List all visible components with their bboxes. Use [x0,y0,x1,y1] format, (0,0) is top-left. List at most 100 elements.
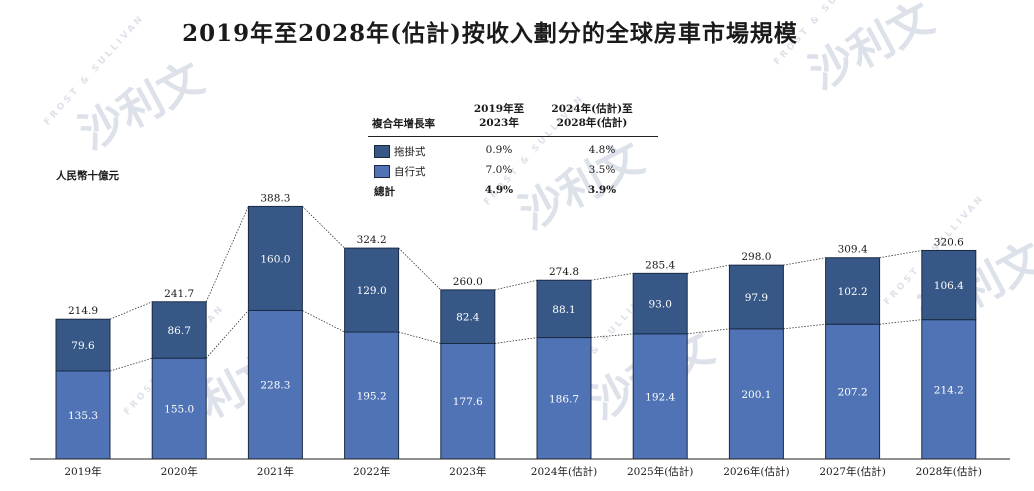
data-label-motorized: 207.2 [838,387,868,399]
x-tick-label: 2026年(估計) [723,465,789,478]
data-label-trailer: 93.0 [649,299,672,311]
data-label-trailer: 102.2 [838,286,868,298]
legend-swatch-motorized [374,165,390,178]
connector-total [590,272,634,281]
connector-total [109,301,153,320]
data-label-motorized: 155.0 [164,404,194,416]
data-label-total: 214.9 [68,305,98,317]
x-axis-labels: 2019年 2020年 2021年 2022年 2023年 2024年(估計) 2025年(… [64,465,982,478]
connector-segment [687,328,730,335]
data-label-trailer: 129.0 [357,285,387,297]
data-label-total: 274.8 [549,266,579,278]
cagr-header-period-2-line-2: 2028年(估計) [556,117,628,129]
connector-total [494,279,538,291]
bar-segment-trailer [825,257,881,325]
connector-segment [109,357,153,372]
cagr-header-period-2: 2024年(估計)至 2028年(估計) [532,102,652,130]
x-tick-label: 2027年(估計) [819,465,885,478]
data-label-motorized: 186.7 [549,393,579,405]
data-label-total: 260.0 [453,276,483,288]
data-label-trailer: 97.9 [745,292,768,304]
data-label-total: 241.7 [164,288,194,300]
connector-segment [783,323,826,330]
data-label-motorized: 200.1 [741,389,771,401]
x-tick-label: 2020年 [161,465,198,478]
cagr-header-period-1-line-2: 2023年 [479,117,519,129]
connector-total [687,264,730,274]
x-tick-label: 2021年 [257,465,294,478]
bar-segment-trailer [440,289,496,344]
cagr-row-motorized: 自行式 7.0% 3.5% [368,162,658,180]
connector-total [879,250,922,259]
legend-label-trailer: 拖掛式 [394,146,426,158]
bars-group: 135.3 79.6 214.9 155.0 86.7 241.7 228.3 160.0 38… [55,192,977,460]
data-label-trailer: 82.4 [456,312,480,324]
data-label-total: 298.0 [741,251,771,263]
data-label-total: 324.2 [357,234,387,246]
data-label-total: 388.3 [260,192,290,204]
data-label-trailer: 106.4 [934,280,964,292]
data-label-motorized: 214.2 [934,384,964,396]
data-label-motorized: 195.2 [357,391,387,403]
cagr-header-period-1: 2019年至 2023年 [464,102,534,130]
bar-segment-motorized [825,323,881,460]
cagr-total-period-1: 4.9% [484,184,514,196]
bar-segment-motorized [344,331,400,460]
cagr-row-trailer: 拖掛式 0.9% 4.8% [368,142,658,160]
bar-segment-motorized [55,370,111,460]
x-tick-label: 2023年 [449,465,486,478]
bar-segment-trailer [55,318,111,372]
connector-segment [879,319,922,325]
x-tick-label: 2022年 [353,465,390,478]
bar-segment-trailer [247,205,303,311]
x-tick-label: 2028年(估計) [916,465,982,478]
connector-segment [398,331,441,344]
bar-segment-motorized [151,357,207,460]
cagr-trailer-period-1: 0.9% [485,144,513,156]
data-label-total: 285.4 [645,259,675,271]
connector-total [398,247,442,291]
connector-total [205,206,249,302]
bar-segment-motorized [536,337,592,460]
bar-segment-motorized [247,309,303,460]
cagr-trailer-period-2: 4.8% [588,144,616,156]
connector-segment [494,337,538,344]
y-axis-unit-label: 人民幣十億元 [56,170,119,182]
cagr-row-total: 總計 4.9% 3.9% [368,182,658,200]
connector-lines [109,206,922,372]
legend-swatch-trailer [374,145,390,158]
bar-segment-trailer [536,279,592,339]
cagr-header-rule [368,136,658,137]
bar-segment-motorized [728,328,784,460]
bar-segment-trailer [344,247,400,333]
cagr-total-label: 總計 [374,186,395,198]
data-label-motorized: 228.3 [260,380,290,392]
data-label-total: 320.6 [934,236,964,248]
x-tick-label: 2024年(估計) [531,465,597,478]
data-label-trailer: 86.7 [168,325,191,337]
legend-label-motorized: 自行式 [394,166,426,178]
cagr-motorized-period-2: 3.5% [588,164,616,176]
data-label-motorized: 192.4 [645,391,675,403]
connector-total [302,206,345,249]
data-label-total: 309.4 [838,244,868,256]
bar-segment-trailer [151,301,207,359]
chart-title: 2019年至2028年(估計)按收入劃分的全球房車市場規模 [182,20,798,47]
cagr-motorized-period-1: 7.0% [485,164,513,176]
bar-segment-motorized [440,342,496,460]
data-label-motorized: 177.6 [453,396,483,408]
connector-segment [590,333,634,338]
bar-segment-trailer [728,264,784,330]
bar-segment-trailer [921,249,977,321]
x-tick-label: 2025年(估計) [627,465,693,478]
data-label-trailer: 79.6 [71,340,95,352]
bar-segment-trailer [632,272,688,335]
cagr-header-label: 複合年增長率 [372,118,435,130]
data-label-trailer: 88.1 [552,304,575,316]
data-label-motorized: 135.3 [68,410,98,422]
data-label-trailer: 160.0 [260,253,290,265]
cagr-header-period-1-line-1: 2019年至 [473,103,525,115]
connector-total [783,257,826,266]
cagr-total-period-2: 3.9% [587,184,617,196]
